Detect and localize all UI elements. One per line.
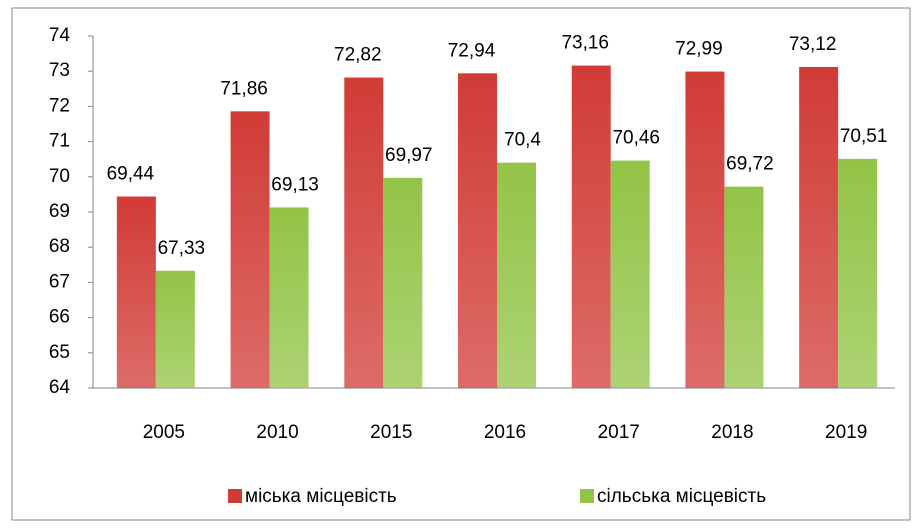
x-tick-label: 2015: [370, 422, 412, 443]
bar: [610, 160, 650, 388]
value-label: 73,16: [561, 33, 609, 54]
value-label: 69,97: [385, 145, 433, 166]
x-tick-label: 2010: [256, 422, 298, 443]
bar: [155, 270, 195, 388]
legend-swatch: [228, 489, 242, 503]
value-label: 70,46: [612, 128, 660, 149]
value-label: 70,51: [840, 126, 888, 147]
y-tick-label: 71: [49, 131, 70, 152]
x-tick-label: 2005: [143, 422, 185, 443]
y-tick-label: 70: [49, 166, 70, 187]
legend-label: сільська місцевість: [597, 486, 766, 507]
bar: [799, 66, 839, 388]
y-tick-label: 66: [49, 307, 70, 328]
value-label: 71,86: [220, 78, 268, 99]
bar: [116, 196, 156, 388]
value-label: 72,94: [448, 40, 496, 61]
x-tick-label: 2019: [825, 422, 867, 443]
y-tick-label: 73: [49, 60, 70, 81]
y-tick-label: 72: [49, 95, 70, 116]
value-label: 73,12: [789, 34, 837, 55]
value-label: 69,44: [107, 164, 155, 185]
bar: [838, 158, 878, 388]
bar: [269, 207, 309, 388]
value-label: 70,4: [504, 130, 541, 151]
y-tick-label: 67: [49, 271, 70, 292]
value-label: 69,72: [726, 154, 774, 175]
bar: [230, 111, 270, 388]
y-tick-label: 74: [49, 25, 71, 46]
bar: [685, 71, 725, 388]
y-tick-label: 69: [49, 201, 70, 222]
legend-swatch: [580, 489, 594, 503]
legend-label: міська місцевість: [245, 486, 397, 507]
bar: [344, 77, 384, 388]
value-label: 67,33: [158, 238, 206, 259]
bar: [497, 162, 536, 388]
x-tick-label: 2016: [484, 422, 526, 443]
bar: [571, 65, 611, 389]
y-tick-label: 65: [49, 342, 70, 363]
bar: [383, 177, 423, 388]
bar: [458, 73, 497, 388]
x-tick-label: 2018: [711, 422, 753, 443]
x-tick-label: 2017: [598, 422, 640, 443]
y-tick-label: 64: [49, 377, 71, 398]
bar: [724, 186, 764, 388]
value-label: 72,82: [334, 45, 382, 66]
y-tick-label: 68: [49, 236, 70, 257]
value-label: 72,99: [675, 39, 723, 60]
value-label: 69,13: [271, 174, 319, 195]
